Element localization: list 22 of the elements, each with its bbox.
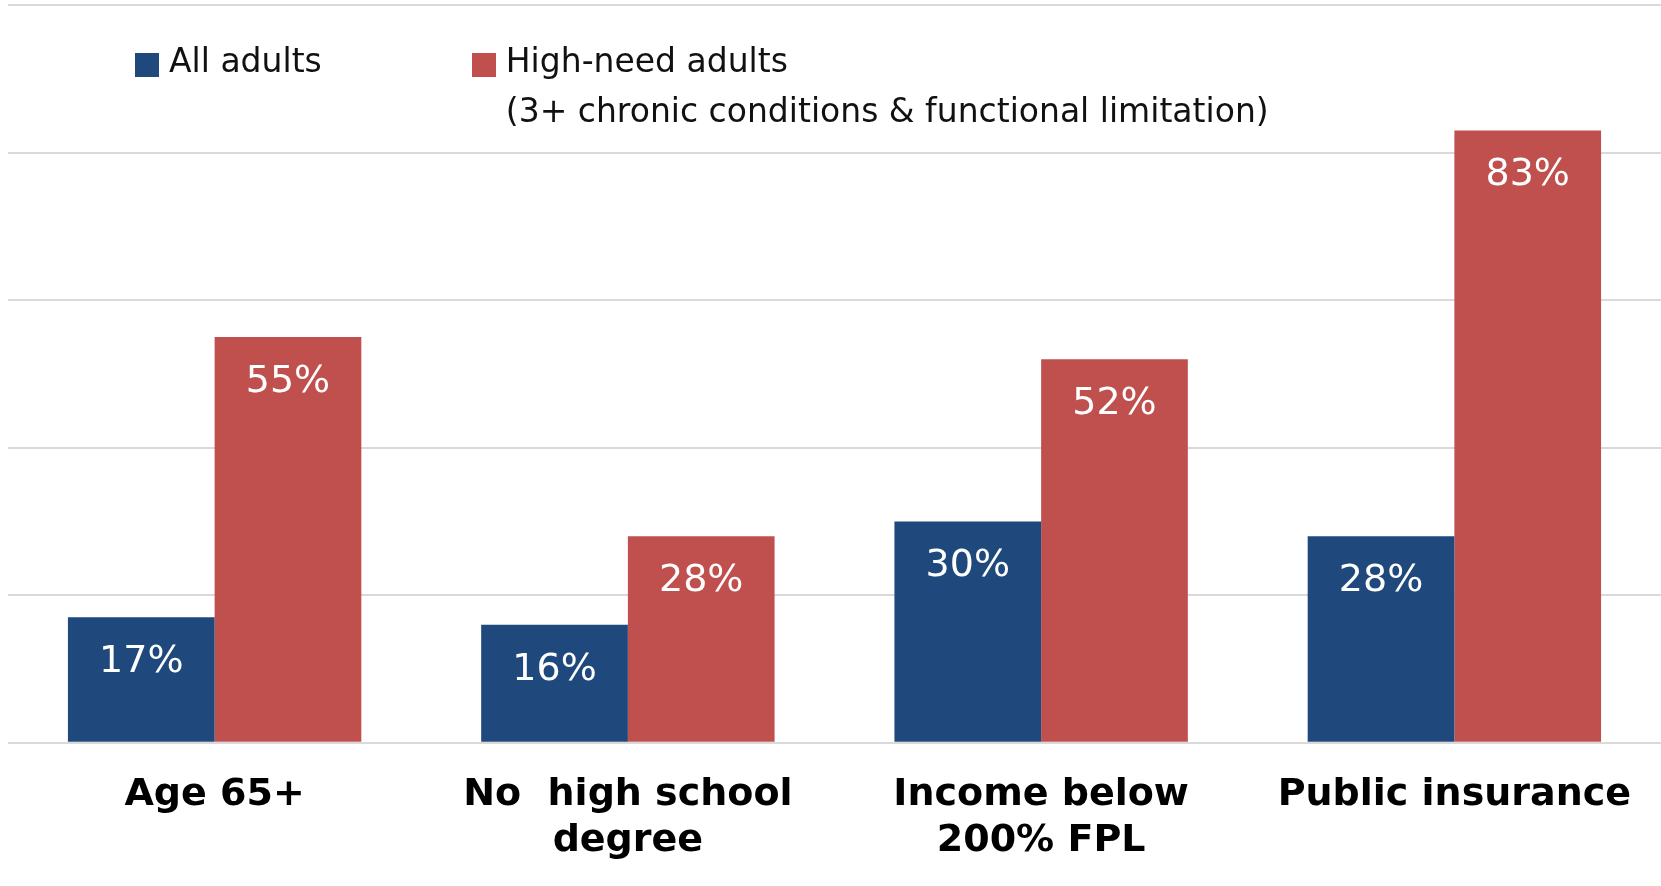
legend-label: High-need adults (3+ chronic conditions & functional limitation) — [505, 40, 1269, 132]
bar — [1041, 359, 1188, 742]
data-label: 30% — [925, 541, 1011, 586]
data-label: 83% — [1485, 150, 1570, 195]
data-label: 52% — [1072, 379, 1157, 424]
data-label: 55% — [245, 356, 331, 401]
x-tick-label: Public insurance — [1277, 770, 1632, 815]
bar — [67, 617, 215, 742]
data-label: 28% — [1338, 556, 1424, 601]
data-label: 17% — [99, 637, 184, 682]
data-label: 16% — [512, 644, 597, 689]
bar — [1307, 536, 1455, 742]
bar — [214, 337, 362, 742]
bar — [481, 624, 628, 742]
data-label: 28% — [658, 556, 744, 601]
bar — [1454, 130, 1602, 742]
legend-label: All adults — [169, 40, 322, 82]
bar — [894, 521, 1042, 742]
x-tick-label: Age 65+ — [124, 770, 305, 815]
bar — [627, 536, 775, 742]
x-tick-label: No high school degree — [463, 770, 793, 861]
x-tick-label: Income below 200% FPL — [893, 770, 1189, 861]
